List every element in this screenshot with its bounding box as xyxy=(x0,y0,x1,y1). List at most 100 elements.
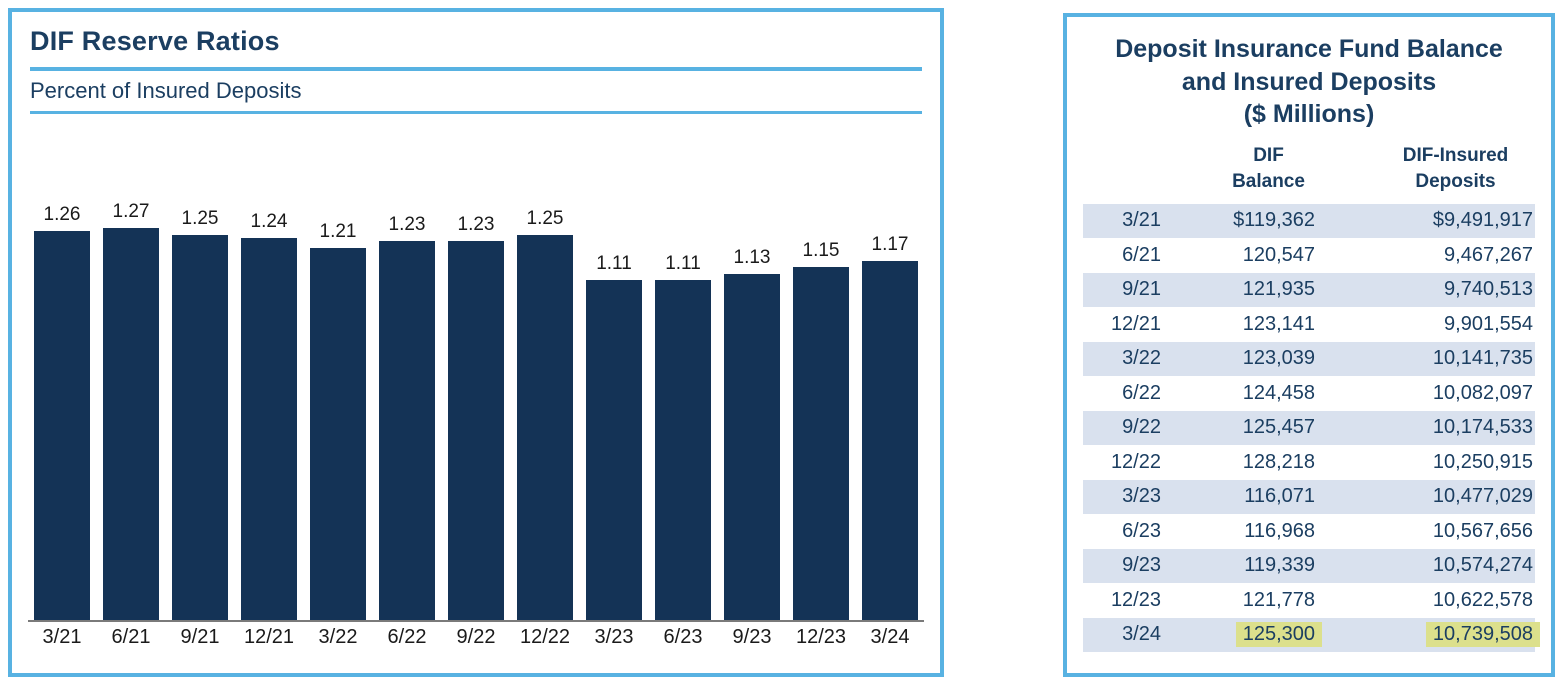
row-insured-deposits: 10,622,578 xyxy=(1432,588,1533,611)
row-date: 6/22 xyxy=(1122,381,1161,404)
bar-column: 1.25 xyxy=(172,208,228,620)
row-dif-balance: $119,362 xyxy=(1233,209,1315,232)
bar-value-label: 1.26 xyxy=(43,204,81,225)
bar-value-label: 1.23 xyxy=(457,214,495,235)
bar-value-label: 1.17 xyxy=(871,234,909,255)
date-column-header xyxy=(1083,143,1161,196)
bar-value-label: 1.11 xyxy=(596,253,632,274)
row-date: 6/23 xyxy=(1122,519,1161,542)
bar-column: 1.23 xyxy=(448,214,504,620)
bar-column: 1.23 xyxy=(379,214,435,620)
row-insured-deposits: 9,467,267 xyxy=(1444,243,1533,266)
category-label: 3/22 xyxy=(318,626,358,648)
row-dif-balance: 116,968 xyxy=(1244,519,1315,542)
row-date: 9/23 xyxy=(1122,554,1161,577)
row-dif-balance: 124,458 xyxy=(1242,381,1315,404)
row-dif-balance: 128,218 xyxy=(1242,450,1315,473)
bar xyxy=(448,241,504,620)
row-dif-balance: 119,339 xyxy=(1244,554,1315,577)
bar-column: 1.24 xyxy=(241,211,297,620)
table-row: 6/21 120,547 9,467,267 xyxy=(1083,238,1535,273)
bar-column: 1.25 xyxy=(517,208,573,620)
row-insured-deposits: 10,574,274 xyxy=(1432,554,1533,577)
row-insured-deposits: 10,739,508 xyxy=(1333,622,1540,648)
bar-column: 1.21 xyxy=(310,221,366,620)
bar-value-label: 1.11 xyxy=(665,253,701,274)
table-row: 6/23 116,968 10,567,656 xyxy=(1083,514,1535,549)
row-date: 3/24 xyxy=(1122,623,1161,646)
bar xyxy=(862,261,918,620)
row-dif-balance: 123,141 xyxy=(1242,312,1315,335)
row-dif-balance: 120,547 xyxy=(1242,243,1315,266)
row-date: 12/23 xyxy=(1110,588,1161,611)
table-row: 9/21 121,935 9,740,513 xyxy=(1083,272,1535,308)
dif-balance-column-header: DIF Balance xyxy=(1232,144,1305,193)
bar-value-label: 1.25 xyxy=(526,208,564,229)
row-dif-balance: 116,071 xyxy=(1244,485,1315,508)
bar-column: 1.11 xyxy=(655,253,711,620)
category-label: 9/21 xyxy=(180,626,220,648)
table-row: 3/22 123,039 10,141,735 xyxy=(1083,341,1535,377)
chart-title: DIF Reserve Ratios xyxy=(30,26,280,56)
bar xyxy=(241,238,297,620)
table-row: 12/22 128,218 10,250,915 xyxy=(1083,445,1535,480)
row-date: 9/22 xyxy=(1122,416,1161,439)
row-insured-deposits: $9,491,917 xyxy=(1432,209,1533,232)
row-insured-deposits: 10,477,029 xyxy=(1432,485,1533,508)
bar xyxy=(793,267,849,620)
bar xyxy=(34,231,90,620)
bar xyxy=(310,248,366,620)
row-date: 3/23 xyxy=(1122,485,1161,508)
table-row: 3/21 $119,362 $9,491,917 xyxy=(1083,203,1535,239)
row-dif-balance: 121,935 xyxy=(1242,278,1315,301)
x-axis-line xyxy=(28,620,924,622)
bar-value-label: 1.27 xyxy=(112,201,150,222)
row-insured-deposits: 10,250,915 xyxy=(1432,450,1533,473)
row-dif-balance: 123,039 xyxy=(1242,347,1315,370)
table-row: 12/23 121,778 10,622,578 xyxy=(1083,583,1535,618)
table-title: Deposit Insurance Fund Balance and Insur… xyxy=(1115,35,1503,128)
row-dif-balance: 121,778 xyxy=(1242,588,1315,611)
bar-value-label: 1.13 xyxy=(733,247,771,268)
row-date: 3/21 xyxy=(1122,209,1161,232)
row-date: 12/22 xyxy=(1110,450,1161,473)
category-label: 3/23 xyxy=(594,626,634,648)
bar xyxy=(172,235,228,620)
bar-column: 1.13 xyxy=(724,247,780,620)
row-dif-balance: 125,457 xyxy=(1242,416,1315,439)
row-insured-deposits: 10,174,533 xyxy=(1432,416,1533,439)
bar xyxy=(517,235,573,620)
bar-value-label: 1.15 xyxy=(802,240,840,261)
bar-column: 1.26 xyxy=(34,204,90,620)
bars-area: 1.26 1.27 1.25 1.24 1.21 1.23 1.23 1.25 … xyxy=(30,174,922,620)
bar xyxy=(379,241,435,620)
category-label: 12/22 xyxy=(519,626,571,648)
category-label: 3/21 xyxy=(42,626,82,648)
bar-value-label: 1.21 xyxy=(319,221,357,242)
table-row: 9/22 125,457 10,174,533 xyxy=(1083,410,1535,446)
subtitle-divider xyxy=(30,111,922,114)
row-insured-deposits: 10,141,735 xyxy=(1432,347,1533,370)
bar-column: 1.17 xyxy=(862,234,918,620)
table-row: 9/23 119,339 10,574,274 xyxy=(1083,548,1535,584)
bar xyxy=(655,280,711,620)
bar-column: 1.11 xyxy=(586,253,642,620)
insured-deposits-column-header: DIF-Insured Deposits xyxy=(1402,144,1509,193)
table-row: 3/23 116,071 10,477,029 xyxy=(1083,479,1535,515)
bar xyxy=(724,274,780,620)
bar-value-label: 1.24 xyxy=(250,211,288,232)
table-row: 6/22 124,458 10,082,097 xyxy=(1083,376,1535,411)
row-insured-deposits: 10,567,656 xyxy=(1432,519,1533,542)
row-insured-deposits: 10,082,097 xyxy=(1432,381,1533,404)
table-row: 3/24 125,300 10,739,508 xyxy=(1083,617,1540,653)
chart-subtitle: Percent of Insured Deposits xyxy=(30,78,302,103)
category-label: 9/22 xyxy=(456,626,496,648)
row-date: 9/21 xyxy=(1122,278,1161,301)
bar-value-label: 1.25 xyxy=(181,208,219,229)
title-divider xyxy=(30,67,922,71)
row-date: 3/22 xyxy=(1122,347,1161,370)
row-date: 12/21 xyxy=(1110,312,1161,335)
category-label: 6/23 xyxy=(663,626,703,648)
category-label: 12/21 xyxy=(243,626,295,648)
bar xyxy=(103,228,159,620)
